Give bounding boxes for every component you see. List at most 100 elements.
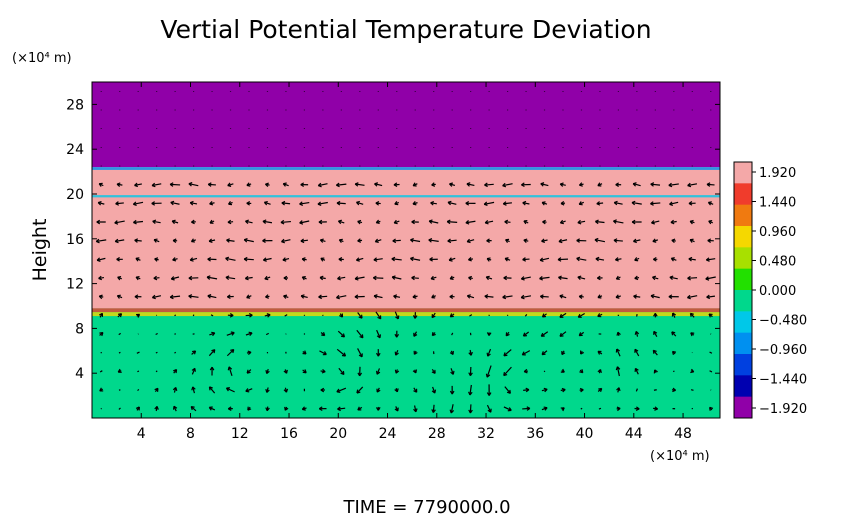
time-label: TIME = 7790000.0 (342, 497, 510, 518)
wind-arrow (356, 200, 364, 206)
wind-arrow (375, 201, 381, 206)
wind-arrow (652, 238, 659, 243)
colorbar-swatch (734, 375, 752, 398)
wind-arrow (264, 313, 271, 318)
wind-arrow (246, 369, 252, 374)
colorbar: 1.920 1.440 0.960 0.480 0.000 −0.480 −0.960 −1.… (733, 161, 807, 419)
wind-arrow (503, 275, 512, 281)
wind-arrow (465, 220, 476, 225)
wind-arrow (155, 370, 158, 373)
wind-arrow (411, 219, 419, 225)
wind-arrow (412, 369, 418, 374)
wind-arrow (393, 294, 401, 299)
wind-arrow (317, 201, 328, 207)
wind-arrow (580, 350, 585, 355)
wind-arrow (301, 257, 307, 262)
wind-arrow (668, 182, 679, 188)
wind-arrow (447, 238, 457, 244)
wind-arrow (687, 275, 698, 281)
wind-arrow (613, 219, 624, 224)
wind-arrow (616, 387, 621, 393)
wind-arrow (225, 387, 235, 393)
wind-arrow (413, 331, 418, 337)
wind-arrow (650, 201, 661, 206)
wind-arrow (118, 332, 122, 336)
wind-arrow (521, 182, 531, 188)
wind-arrow (357, 238, 363, 243)
wind-arrow (265, 294, 270, 299)
wind-arrow (374, 238, 382, 244)
wind-arrow (541, 313, 547, 318)
wind-arrow (172, 257, 178, 262)
wind-arrow (431, 331, 436, 337)
wind-arrow (391, 275, 402, 280)
wind-arrow (652, 406, 659, 411)
wind-arrow (428, 238, 439, 243)
field-band-0 (92, 308, 720, 418)
wind-arrow (226, 331, 235, 336)
wind-arrow (153, 275, 160, 281)
y-tick-label: 16 (66, 232, 84, 248)
x-tick-label: 44 (625, 426, 643, 442)
wind-arrow (449, 313, 455, 318)
wind-arrow (577, 275, 586, 280)
wind-arrow (117, 368, 122, 373)
x-axis-unit: (×10⁴ m) (650, 449, 710, 464)
wind-arrow (412, 294, 418, 299)
field-band-1 (92, 167, 720, 309)
wind-arrow (560, 407, 565, 412)
wind-arrow (393, 182, 400, 187)
x-tick-label: 36 (526, 426, 544, 442)
wind-arrow (280, 219, 291, 225)
wind-arrow (631, 200, 642, 206)
wind-arrow (114, 238, 125, 244)
wind-arrow (577, 312, 585, 318)
wind-arrow (539, 257, 550, 262)
wind-arrow (188, 181, 199, 187)
wind-arrow (466, 238, 475, 244)
wind-arrow (356, 386, 364, 394)
wind-arrow (355, 257, 364, 262)
vector-field (95, 91, 716, 414)
wind-arrow (597, 294, 603, 299)
wind-arrow (265, 387, 270, 393)
wind-arrow (336, 294, 347, 300)
y-tick-label: 28 (66, 97, 84, 113)
wind-arrow (245, 219, 253, 225)
wind-arrow (688, 256, 696, 262)
wind-arrow (557, 257, 568, 262)
wind-arrow (541, 387, 548, 393)
wind-arrow (541, 350, 548, 356)
wind-arrow (520, 276, 531, 281)
colorbar-label: 1.920 (759, 166, 796, 181)
wind-arrow (486, 348, 492, 357)
wind-arrow (151, 182, 162, 188)
wind-arrow (503, 366, 512, 377)
wind-arrow (227, 313, 234, 318)
wind-arrow (338, 367, 345, 376)
wind-arrow (615, 366, 621, 377)
wind-arrow (466, 182, 475, 187)
wind-arrow (687, 182, 698, 188)
wind-arrow (318, 294, 328, 300)
wind-arrow (191, 367, 196, 375)
wind-arrow (245, 312, 253, 318)
wind-arrow (227, 406, 233, 411)
wind-arrow (522, 257, 530, 262)
x-tick-label: 28 (428, 426, 446, 442)
wind-arrow (559, 331, 567, 337)
wind-arrow (226, 349, 235, 357)
wind-arrow (522, 200, 530, 206)
wind-arrow (226, 238, 235, 243)
colorbar-swatch (734, 226, 752, 248)
wind-arrow (338, 238, 344, 243)
wind-arrow (671, 331, 677, 337)
wind-arrow (99, 370, 103, 373)
wind-arrow (451, 332, 454, 336)
wind-arrow (705, 276, 716, 281)
wind-arrow (301, 406, 307, 411)
wind-arrow (189, 257, 198, 262)
wind-arrow (208, 349, 216, 357)
wind-arrow (634, 275, 640, 281)
wind-arrow (669, 201, 679, 206)
